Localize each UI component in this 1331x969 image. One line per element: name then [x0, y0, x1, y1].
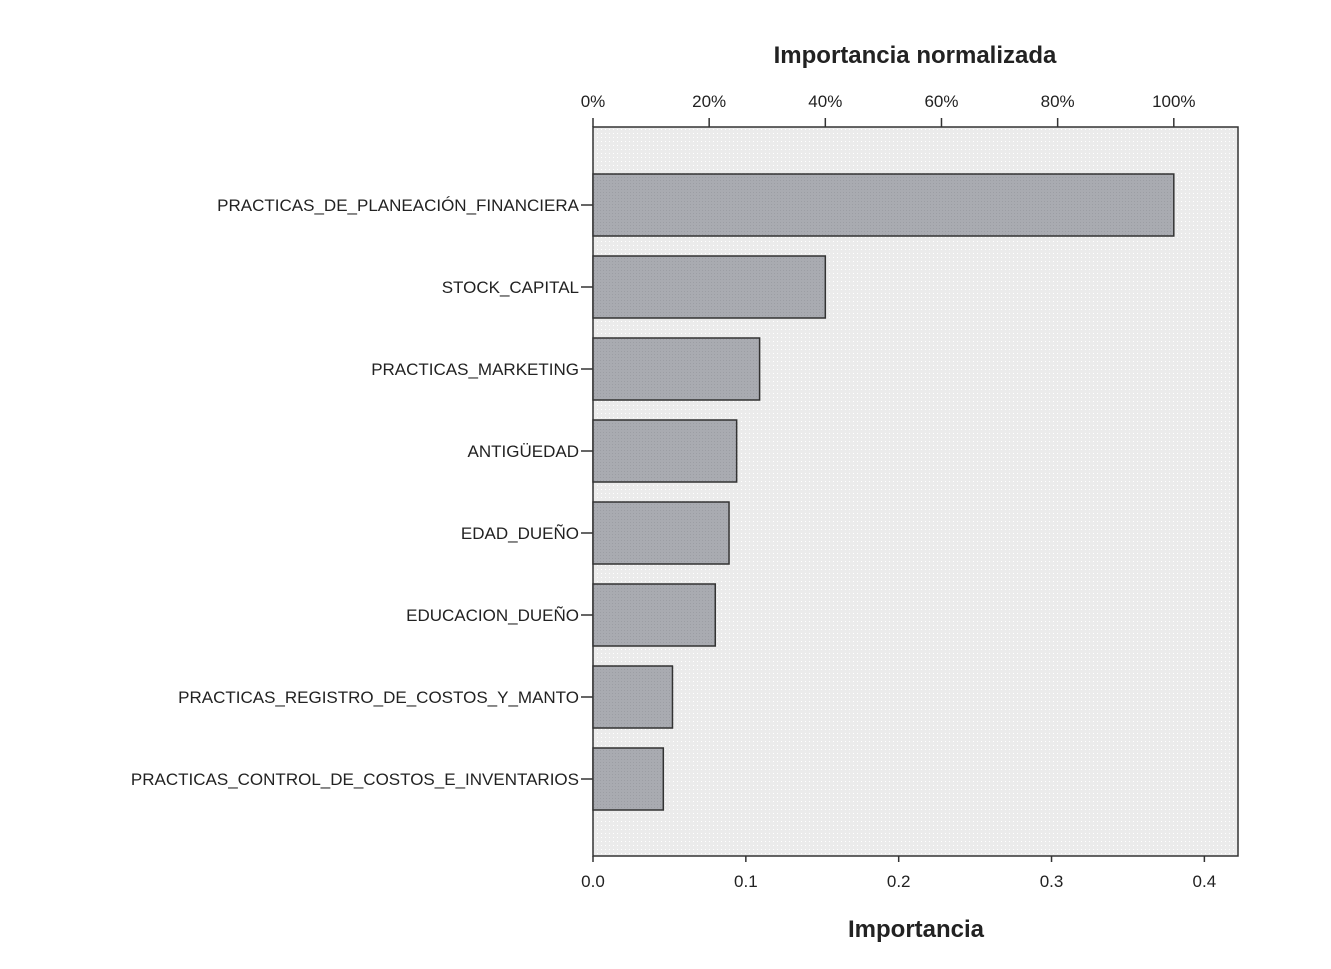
bar [592, 173, 1175, 237]
category-label: EDAD_DUEÑO [461, 524, 579, 543]
top-tick-label: 40% [808, 92, 842, 111]
bottom-tick-label: 0.3 [1040, 872, 1064, 891]
category-label: STOCK_CAPITAL [442, 278, 579, 297]
category-label: EDUCACION_DUEÑO [406, 606, 579, 625]
category-label: PRACTICAS_REGISTRO_DE_COSTOS_Y_MANTO [178, 688, 579, 707]
category-label: PRACTICAS_DE_PLANEACIÓN_FINANCIERA [217, 196, 579, 215]
top-tick-label: 80% [1041, 92, 1075, 111]
bar [592, 583, 717, 647]
bottom-tick-label: 0.1 [734, 872, 758, 891]
category-labels: PRACTICAS_DE_PLANEACIÓN_FINANCIERA STOCK_… [131, 196, 593, 789]
plot-area [592, 126, 1239, 857]
bottom-tick-label: 0.4 [1193, 872, 1217, 891]
top-axis: 0% 20% 40% 60% 80% 100% [581, 92, 1196, 127]
bar [592, 255, 827, 319]
bar [592, 665, 674, 729]
bar [592, 747, 665, 811]
bottom-tick-label: 0.0 [581, 872, 605, 891]
category-label: PRACTICAS_MARKETING [371, 360, 579, 379]
top-axis-title: Importancia normalizada [774, 42, 1057, 69]
top-tick-label: 0% [581, 92, 606, 111]
top-tick-label: 60% [924, 92, 958, 111]
bottom-axis: 0.0 0.1 0.2 0.3 0.4 [581, 856, 1216, 891]
x-axis-title: Importancia [848, 916, 985, 943]
bar [592, 501, 730, 565]
category-label: PRACTICAS_CONTROL_DE_COSTOS_E_INVENTARIO… [131, 770, 579, 789]
bar [592, 337, 761, 401]
category-label: ANTIGÜEDAD [468, 442, 579, 461]
top-tick-label: 20% [692, 92, 726, 111]
top-tick-label: 100% [1152, 92, 1195, 111]
bar [592, 419, 738, 483]
bottom-tick-label: 0.2 [887, 872, 911, 891]
